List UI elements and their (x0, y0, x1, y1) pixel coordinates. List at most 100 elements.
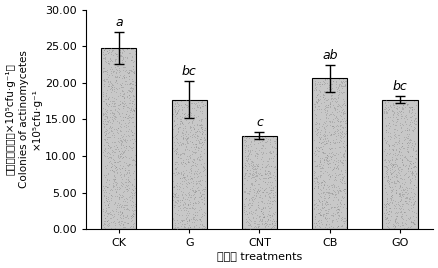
Point (324, 103, 331, 107)
Point (174, 126, 181, 130)
Point (251, 186, 258, 190)
Point (312, 126, 319, 131)
Point (313, 148, 320, 152)
Point (128, 99, 135, 103)
Point (243, 154, 250, 158)
Point (323, 200, 330, 204)
Point (190, 171, 197, 175)
Point (169, 191, 176, 195)
Point (195, 118, 202, 122)
Point (264, 204, 271, 208)
Point (403, 216, 410, 221)
Point (341, 206, 348, 211)
Point (183, 113, 190, 117)
Point (130, 109, 137, 113)
Point (266, 213, 273, 217)
Point (320, 134, 327, 139)
Point (125, 118, 132, 122)
Point (250, 225, 257, 229)
Point (318, 171, 325, 175)
Point (318, 180, 325, 184)
Point (102, 133, 109, 137)
Point (241, 170, 248, 175)
Point (266, 226, 273, 230)
Point (391, 218, 398, 223)
Point (254, 224, 261, 228)
Point (114, 103, 121, 107)
Point (130, 158, 137, 162)
Point (321, 134, 328, 139)
Point (186, 224, 193, 229)
Point (268, 222, 275, 226)
Point (313, 128, 320, 132)
Point (180, 179, 187, 183)
Point (340, 111, 347, 116)
Point (385, 183, 392, 188)
Point (170, 148, 177, 153)
Point (178, 110, 185, 115)
Point (119, 68, 126, 72)
Point (124, 207, 131, 211)
Point (394, 202, 401, 206)
Point (114, 47, 121, 51)
Point (324, 139, 331, 143)
Point (341, 168, 348, 172)
Point (394, 186, 401, 190)
Point (128, 213, 135, 217)
Point (398, 193, 405, 198)
Point (319, 179, 326, 183)
Point (324, 196, 331, 200)
Point (251, 178, 258, 183)
Point (320, 107, 327, 111)
Point (197, 119, 204, 123)
Point (194, 148, 201, 152)
Point (104, 172, 111, 176)
Point (170, 124, 177, 128)
Point (388, 169, 395, 174)
Point (187, 166, 194, 170)
Point (385, 126, 392, 130)
Point (321, 108, 328, 112)
Point (319, 80, 326, 84)
Point (332, 178, 339, 183)
Point (183, 219, 190, 223)
Point (405, 159, 412, 163)
Point (244, 143, 251, 147)
Point (329, 138, 336, 143)
Text: bc: bc (181, 65, 196, 79)
Point (173, 172, 180, 176)
Point (313, 181, 320, 186)
Point (113, 87, 120, 91)
Point (195, 103, 202, 107)
Point (387, 135, 394, 139)
Point (102, 109, 110, 113)
Point (411, 116, 418, 120)
Point (126, 98, 133, 102)
Point (261, 180, 268, 184)
Point (328, 183, 335, 188)
Point (394, 179, 401, 183)
Point (110, 144, 117, 149)
Point (381, 221, 389, 225)
Point (99, 92, 106, 96)
Point (326, 147, 333, 151)
Point (108, 110, 115, 114)
Point (260, 222, 267, 226)
Point (122, 129, 129, 133)
Point (116, 220, 123, 225)
Point (329, 79, 336, 83)
Point (247, 159, 254, 163)
Point (381, 164, 388, 168)
Point (406, 122, 413, 126)
Point (195, 123, 202, 127)
Point (178, 193, 185, 197)
Point (332, 80, 339, 84)
Point (321, 215, 328, 219)
Point (390, 178, 397, 183)
Point (178, 192, 185, 196)
Point (126, 101, 133, 105)
Point (392, 157, 399, 161)
Point (120, 49, 127, 53)
Point (127, 146, 134, 150)
Point (252, 193, 259, 197)
